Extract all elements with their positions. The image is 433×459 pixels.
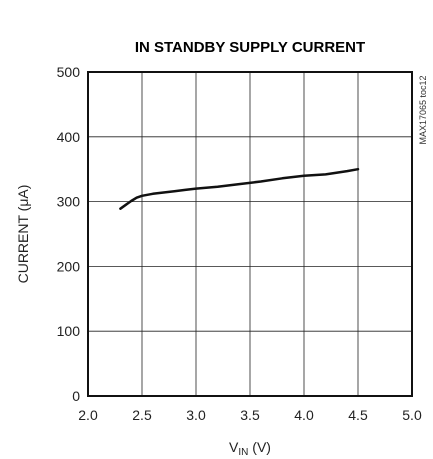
y-tick-label: 100 (57, 323, 81, 339)
plot-frame (87, 71, 413, 397)
x-tick-label: 4.0 (294, 407, 314, 423)
y-tick-label: 400 (57, 129, 81, 145)
x-tick-label: 2.5 (132, 407, 152, 423)
y-tick-label: 500 (57, 64, 81, 80)
x-tick-label: 4.5 (348, 407, 368, 423)
x-tick-label: 5.0 (402, 407, 422, 423)
y-tick-labels: 0 100 200 300 400 500 (57, 64, 81, 404)
y-tick-label: 200 (57, 258, 81, 274)
y-tick-label: 300 (57, 194, 81, 210)
x-axis-label: VIN (V) (229, 439, 271, 458)
chart-title: IN STANDBY SUPPLY CURRENT (135, 39, 365, 56)
y-tick-label: 0 (72, 388, 80, 404)
y-axis-label: CURRENT (μA) (15, 185, 31, 284)
grid (87, 71, 413, 397)
x-tick-label: 2.0 (78, 407, 98, 423)
x-axis-label-main: V (229, 439, 239, 455)
x-axis-label-unit: (V) (248, 439, 271, 455)
series-line (119, 167, 360, 210)
x-tick-label: 3.5 (240, 407, 260, 423)
figure-code: MAX17065 toc12 (418, 75, 428, 144)
x-axis-label-sub: IN (238, 447, 248, 458)
x-tick-label: 3.0 (186, 407, 206, 423)
x-tick-labels: 2.0 2.5 3.0 3.5 4.0 4.5 5.0 (78, 407, 422, 423)
